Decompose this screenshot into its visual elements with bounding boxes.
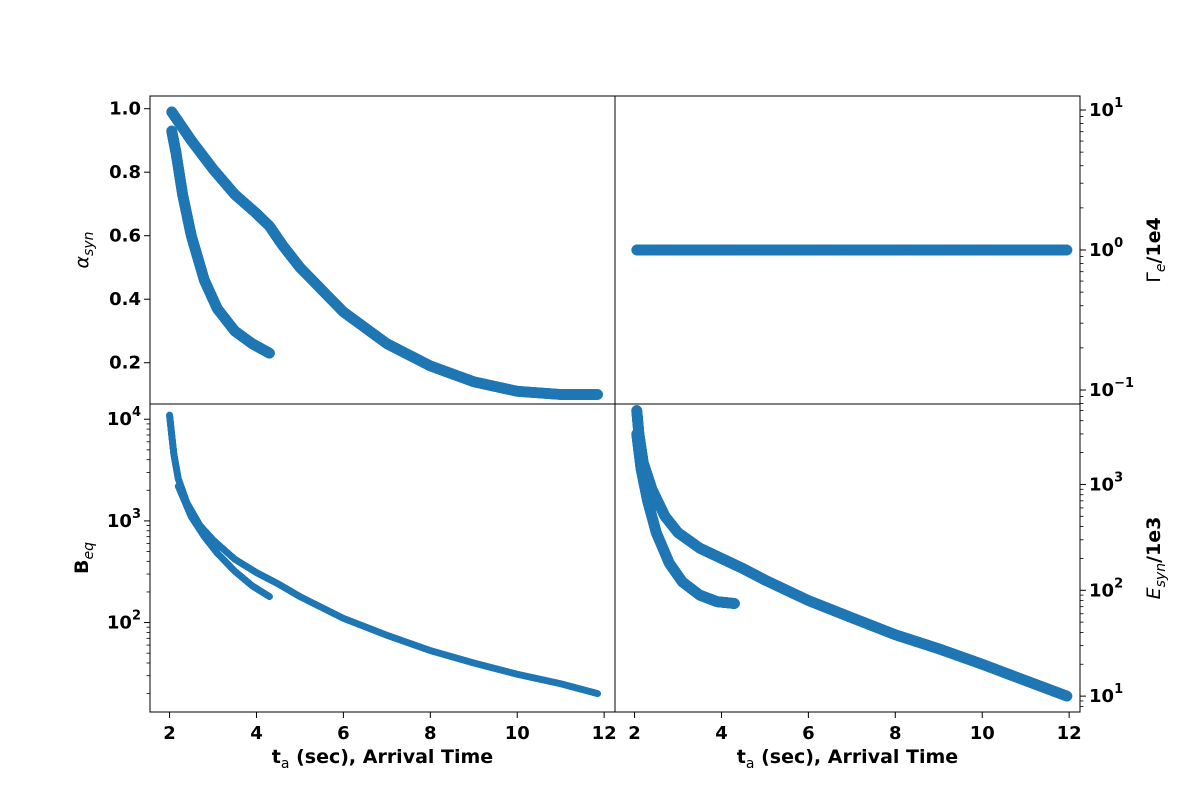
y-tick-label: 10−1 [1089,376,1134,401]
y-axis-label: Γe/1e4 [1143,217,1169,283]
x-tick-label: 8 [424,723,437,744]
y-tick-label: 100 [1089,236,1123,261]
y-tick-label: 0.4 [109,289,141,310]
x-tick-label: 12 [1057,723,1082,744]
y-tick-label: 101 [1089,96,1123,121]
data-point [594,690,602,698]
data-point [264,347,275,359]
x-tick-label: 4 [250,723,263,744]
y-tick-label: 104 [107,405,141,430]
data-point [1061,690,1073,702]
y-axis-label: Beq [71,542,97,574]
scatter-points [166,106,604,400]
panel-bottom-left: 102 103 104 2 4 6 8 10 12 ta (sec), Arrival Time B… [71,403,617,772]
x-tick-label: 10 [970,723,995,744]
series-1 [166,106,604,400]
series-2 [174,482,273,601]
x-tick-label: 8 [889,723,902,744]
scatter-points [631,405,1073,702]
x-tick-label: 12 [592,723,617,744]
y-tick-label: 0.6 [109,226,141,247]
x-tick-label: 2 [163,723,176,744]
series-2 [166,125,275,359]
series-1 [631,244,1073,256]
y-tick-label: 102 [107,609,141,634]
x-tick-label: 6 [337,723,350,744]
data-point [592,389,604,400]
y-tick-label: 0.2 [109,353,141,374]
x-tick-label: 10 [505,723,530,744]
y-tick-label: 0.8 [109,162,141,183]
scatter-points [631,244,1073,256]
x-axis-label: ta (sec), Arrival Time [272,746,493,772]
data-point [1061,244,1073,256]
x-tick-label: 2 [628,723,641,744]
data-point [266,593,273,601]
y-tick-label: 1.0 [109,99,141,120]
x-tick-label: 4 [715,723,728,744]
series-1 [631,405,1073,702]
y-tick-label: 103 [107,507,141,532]
panel-top-right: 10−1 100 101 Γe/1e4 [614,95,1169,405]
data-point [729,598,740,609]
panel-top-left: 0.2 0.4 0.6 0.8 1.0 αsyn [71,95,616,405]
x-tick-label: 6 [802,723,815,744]
y-axis-label: αsyn [71,232,97,269]
scatter-points [166,411,602,698]
